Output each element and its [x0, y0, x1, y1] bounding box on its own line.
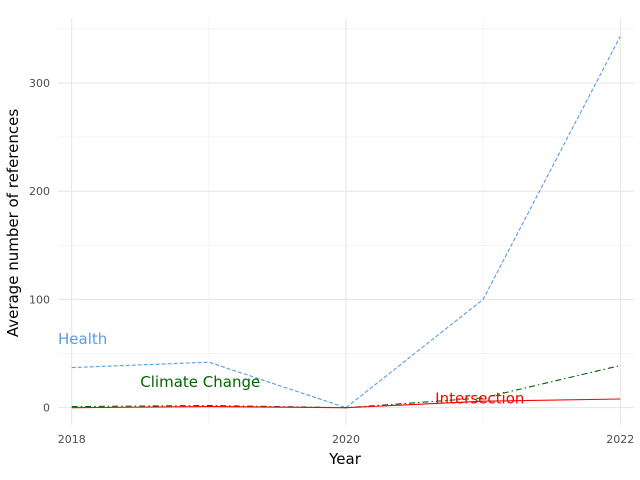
series-label-health: Health [58, 330, 107, 348]
y-tick-label: 100 [29, 293, 50, 306]
series-lines [71, 36, 621, 409]
series-line-intersection [71, 398, 621, 409]
series-labels: Health Climate Change Intersection [58, 330, 524, 408]
y-tick-labels: 0 100 200 300 [29, 77, 50, 415]
series-label-intersection: Intersection [435, 389, 524, 407]
y-tick-label: 200 [29, 185, 50, 198]
major-grid [58, 18, 634, 425]
y-tick-label: 0 [43, 402, 50, 415]
x-tick-label: 2022 [606, 433, 634, 446]
x-axis-title: Year [328, 450, 362, 468]
series-line-health [71, 36, 621, 409]
y-tick-label: 300 [29, 77, 50, 90]
y-axis-title: Average number of references [4, 109, 22, 338]
x-tick-labels: 2018 2020 2022 [58, 433, 635, 446]
series-label-climate-change: Climate Change [140, 373, 260, 391]
x-tick-label: 2020 [332, 433, 360, 446]
x-tick-label: 2018 [58, 433, 86, 446]
